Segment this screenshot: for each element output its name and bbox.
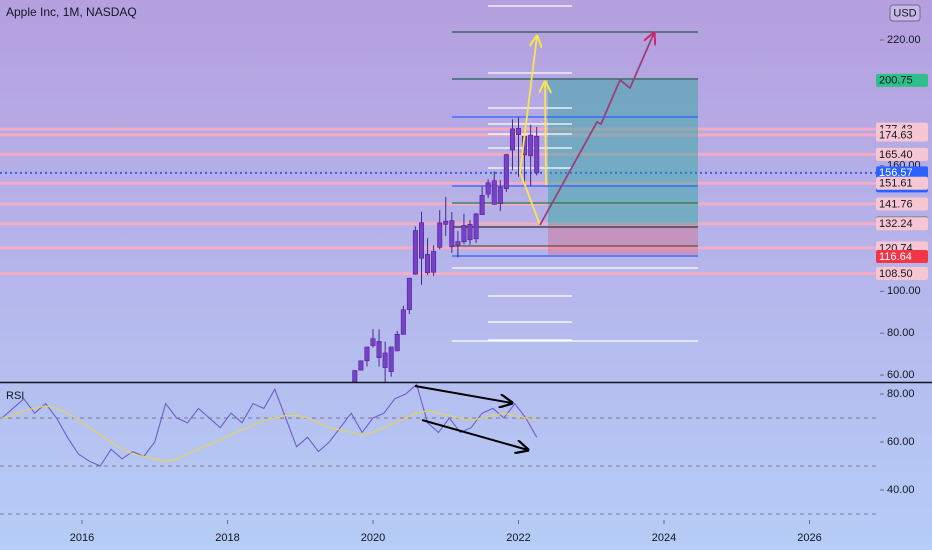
rsi-line [1, 383, 538, 467]
y-tick-label: 40.00 [887, 484, 915, 496]
price-label: 151.61 [879, 178, 913, 190]
candle-body [509, 128, 515, 151]
y-tick-label: 80.00 [887, 388, 915, 400]
x-tick-label: 2026 [797, 532, 821, 544]
x-tick-label: 2018 [215, 532, 239, 544]
price-label-box [876, 176, 928, 190]
y-tick-label: 80.00 [887, 327, 915, 339]
arrow [539, 33, 654, 226]
candle-body [528, 134, 534, 157]
candle-body [467, 223, 473, 241]
price-label-box [876, 249, 928, 263]
candle-body [449, 220, 455, 248]
candle-body [400, 309, 406, 335]
target-zone [548, 80, 698, 225]
symbol-title: Apple Inc, 1M, NASDAQ [6, 5, 137, 19]
rsi-pane [0, 383, 880, 515]
candle-body [382, 352, 388, 368]
price-label-box [876, 217, 928, 231]
price-label-box [876, 73, 928, 87]
price-label: 116.64 [879, 251, 912, 263]
arrows [519, 33, 654, 226]
axes: 2016 2018 2020 2022 2024 2026 60.00 80.00 100.00… [70, 34, 921, 544]
candle-body [376, 341, 382, 358]
price-label: 200.75 [879, 75, 913, 87]
candle-body [364, 346, 370, 362]
candle-body [461, 225, 467, 243]
candle-body [485, 182, 491, 195]
price-label: 174.63 [879, 129, 913, 141]
candle-body [406, 277, 412, 310]
arrow [414, 385, 512, 403]
x-tick-label: 2022 [506, 532, 530, 544]
candle-body [370, 338, 376, 346]
price-label: 141.76 [879, 198, 913, 210]
price-label-box [876, 197, 928, 211]
candle-body [358, 360, 364, 371]
candles [352, 117, 540, 382]
candle-body [419, 222, 425, 259]
y-tick-label: 220.00 [887, 34, 921, 46]
candle-body [503, 154, 509, 190]
y-tick-label: 60.00 [887, 369, 915, 381]
price-label-box [876, 147, 928, 161]
candle-body [479, 194, 485, 215]
candle-body [515, 128, 521, 136]
arrow [545, 82, 546, 186]
price-label-box [876, 267, 928, 281]
x-tick-label: 2016 [70, 532, 94, 544]
fib-lines [452, 5, 698, 342]
candle-body [437, 222, 443, 248]
divergence-arrows [414, 385, 528, 450]
x-tick-label: 2020 [361, 532, 385, 544]
price-label: 108.50 [879, 268, 913, 280]
price-label: 165.40 [879, 149, 913, 161]
price-label: 156.57 [879, 167, 913, 179]
candle-body [431, 251, 437, 273]
candle-body [425, 254, 431, 274]
candle-body [412, 230, 418, 275]
candle-body [443, 220, 449, 225]
candle-body [352, 370, 358, 382]
rsi-title: RSI [6, 390, 24, 402]
arrow [421, 419, 528, 450]
x-tick-label: 2024 [652, 532, 676, 544]
y-tick-label: 100.00 [887, 285, 921, 297]
currency[interactable]: USD [893, 7, 916, 19]
candle-body [473, 213, 479, 240]
price-label-box [876, 166, 928, 180]
y-tick-label: 60.00 [887, 436, 915, 448]
candle-body [388, 346, 394, 372]
price-label: 132.24 [879, 218, 913, 230]
drawings [452, 5, 698, 342]
rsi-line [1, 405, 537, 462]
price-label-box [876, 128, 928, 142]
arrow [519, 36, 540, 226]
candle-body [455, 241, 461, 246]
candle-body [394, 333, 400, 352]
candle-body [491, 180, 497, 205]
candle-body [534, 135, 540, 174]
currency-button[interactable] [889, 4, 921, 22]
candle-body [497, 186, 503, 204]
stop-zone [548, 225, 698, 255]
